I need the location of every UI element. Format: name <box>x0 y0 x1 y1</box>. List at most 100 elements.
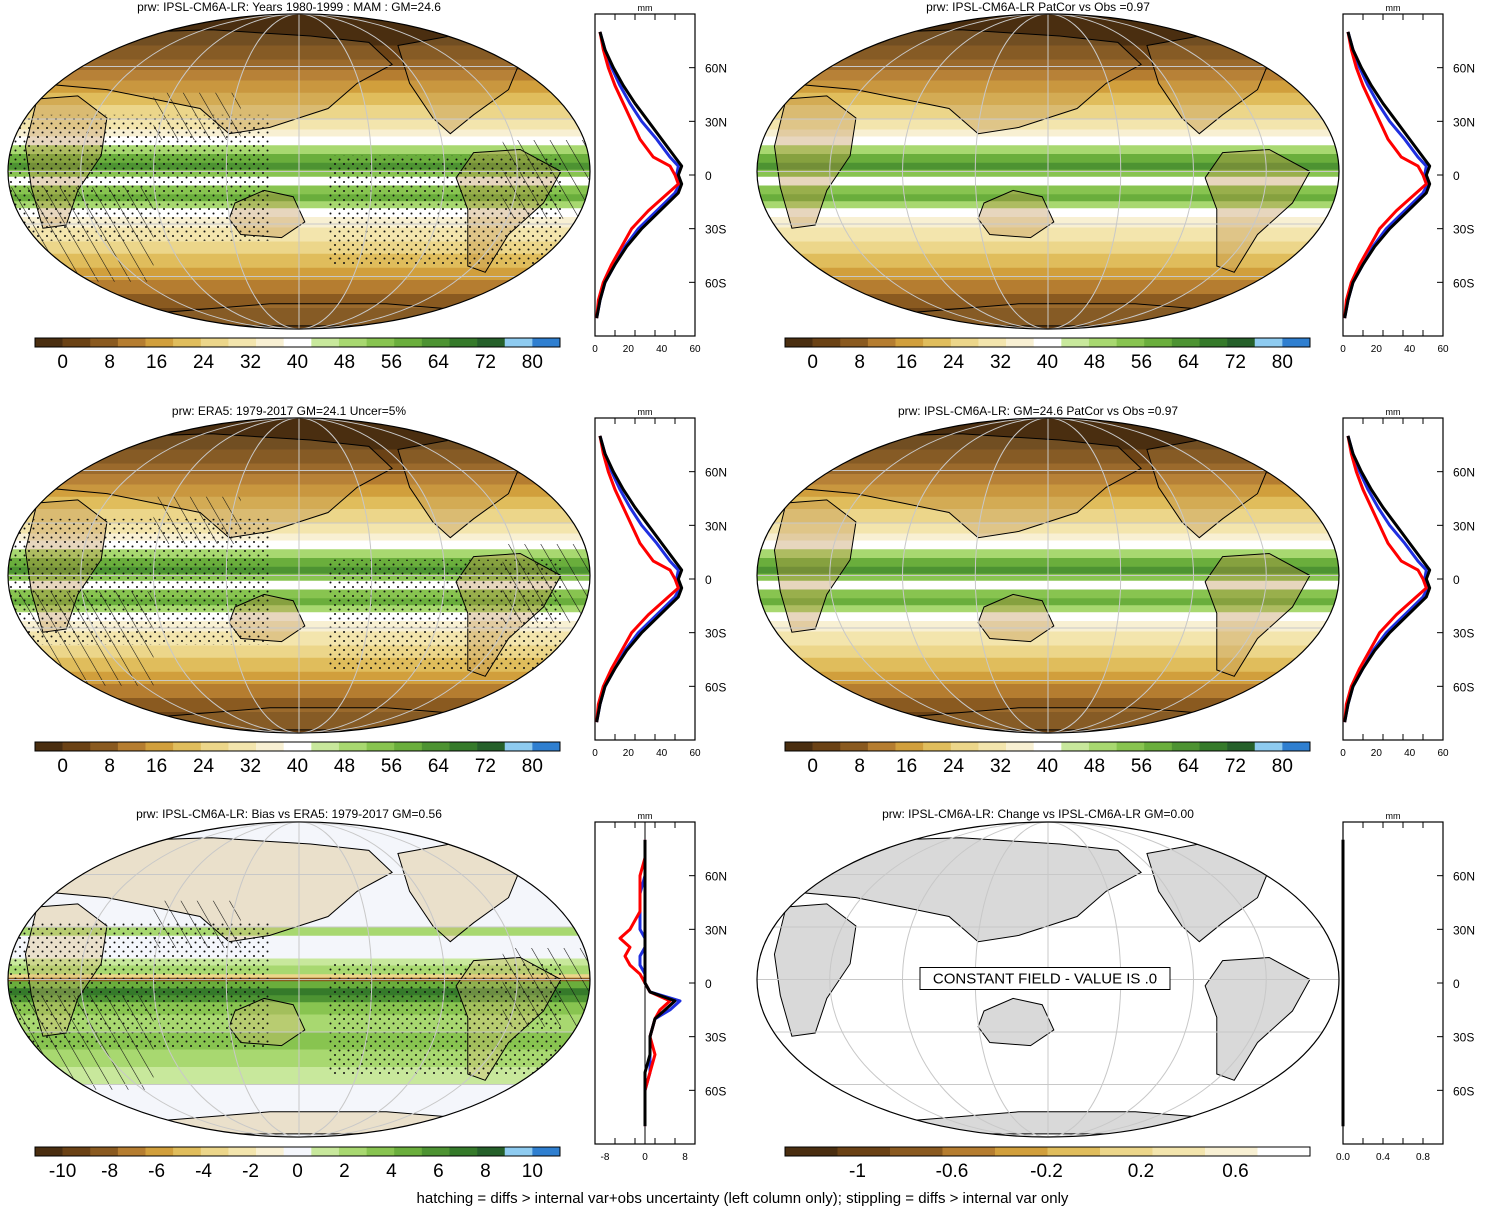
colorbar-label: 16 <box>146 756 167 777</box>
colorbar-swatch <box>812 742 841 751</box>
colorbar-swatch <box>228 338 257 347</box>
colorbar-label: 48 <box>1084 756 1105 777</box>
map-outline <box>756 13 1340 330</box>
colorbar-swatch <box>895 742 924 751</box>
colorbar-frame <box>784 337 1311 348</box>
zonal-series-3 <box>643 839 677 1127</box>
colorbar-label: 8 <box>854 756 865 777</box>
graticule-lon <box>298 13 518 330</box>
colorbar-label: 56 <box>1131 352 1152 373</box>
colorbar-label: 48 <box>334 756 355 777</box>
zonal-unit: mm <box>638 3 653 13</box>
graticule-lon <box>80 821 300 1138</box>
colorbar-swatch <box>256 1147 284 1156</box>
map-panel-6: CONSTANT FIELD - VALUE IS .0 <box>756 821 1340 1138</box>
colorbar-label: 8 <box>104 756 115 777</box>
colorbar-swatch <box>950 338 979 347</box>
colorbar-swatch <box>1061 338 1090 347</box>
zonal-x-label: 40 <box>656 344 668 355</box>
zonal-unit: mm <box>1386 811 1401 821</box>
zonal-mean-plot-4: mm 60N 30N 0 30S 60S 0 20 40 60 <box>1340 407 1475 759</box>
hatching <box>153 900 241 948</box>
colorbar-label: -1 <box>849 1161 866 1182</box>
colorbar-label: 24 <box>943 352 965 373</box>
zonal-lat-label: 60N <box>1453 62 1475 76</box>
colorbar-swatch <box>785 338 813 347</box>
colorbar-swatch <box>394 338 423 347</box>
colorbar-label: 64 <box>428 352 450 373</box>
colorbar-label: 0 <box>807 352 818 373</box>
hatching <box>153 496 241 544</box>
colorbar-swatch <box>256 742 284 751</box>
colorbar-swatch <box>1257 1147 1311 1156</box>
zonal-lat-label: 0 <box>1453 977 1460 991</box>
colorbar-swatch <box>1171 338 1200 347</box>
colorbar-swatch <box>890 1147 943 1156</box>
graticule-lon <box>225 821 300 1138</box>
colorbar-swatch <box>145 742 174 751</box>
map-outline <box>7 417 591 734</box>
colorbar-swatch <box>1171 742 1200 751</box>
colorbar-swatch <box>1116 742 1145 751</box>
colorbar-label: 56 <box>381 756 402 777</box>
zonal-lat-label: 0 <box>705 169 712 183</box>
colorbar-swatch <box>200 1147 229 1156</box>
coastline-4 <box>1204 148 1311 273</box>
zonal-x-label: 60 <box>689 748 701 759</box>
zonal-mean-plot-1: mm 60N 30N 0 30S 60S 0 20 40 60 <box>592 3 727 355</box>
zonal-lat-label: 0 <box>1453 169 1460 183</box>
colorbar-label: 10 <box>522 1161 543 1182</box>
zonal-series-1 <box>595 31 680 319</box>
panel-title-3: prw: ERA5: 1979-2017 GM=24.1 Uncer=5% <box>172 404 406 418</box>
colorbar-swatch <box>117 1147 146 1156</box>
colorbar-swatch <box>35 1147 63 1156</box>
colorbar-swatch <box>532 1147 561 1156</box>
colorbar-frame <box>784 741 1311 752</box>
zonal-unit: mm <box>1386 3 1401 13</box>
colorbar-swatch <box>867 742 896 751</box>
zonal-mean-plot-2: mm 60N 30N 0 30S 60S 0 20 40 60 <box>1340 3 1475 355</box>
zonal-x-label: 60 <box>1437 344 1449 355</box>
colorbar-swatch <box>449 1147 478 1156</box>
hatching <box>8 591 154 686</box>
coastline-2 <box>977 189 1055 239</box>
colorbar-swatch <box>283 742 312 751</box>
zonal-x-label: 0.8 <box>1416 1152 1430 1163</box>
zonal-x-label: 20 <box>1371 344 1383 355</box>
colorbar-label: 24 <box>193 352 215 373</box>
zonal-lat-label: 60N <box>1453 870 1475 884</box>
colorbar-swatch <box>311 338 340 347</box>
colorbar-swatch <box>338 1147 367 1156</box>
zonal-series-1 <box>1343 435 1428 723</box>
colorbar-swatch <box>785 742 813 751</box>
map-outline <box>7 821 591 1138</box>
colorbar-swatch <box>173 1147 202 1156</box>
colorbar-label: 32 <box>240 756 261 777</box>
colorbar-label: 32 <box>990 352 1011 373</box>
graticule-lon <box>902 13 1049 329</box>
map-panel-2 <box>756 13 1340 330</box>
colorbar-swatch <box>256 338 284 347</box>
zonal-x-label: 0.4 <box>1376 1152 1390 1163</box>
land-4 <box>1204 956 1311 1081</box>
graticule-lon <box>225 13 300 330</box>
colorbar-label: 80 <box>1272 352 1293 373</box>
zonal-x-label: 0 <box>1340 748 1346 759</box>
zonal-lat-label: 0 <box>1453 573 1460 587</box>
zonal-mean-plot-3: mm 60N 30N 0 30S 60S 0 20 40 60 <box>592 407 727 759</box>
coastline-0 <box>773 499 857 633</box>
colorbar-swatch <box>366 338 395 347</box>
colorbar-swatch <box>338 742 367 751</box>
map-outline <box>756 417 1340 734</box>
colorbar-swatch <box>812 338 841 347</box>
colorbar-swatch <box>90 338 119 347</box>
zonal-lat-label: 60S <box>1453 276 1474 290</box>
colorbar-swatch <box>1254 338 1283 347</box>
zonal-series-3 <box>595 435 684 723</box>
zonal-x-label: 20 <box>1371 748 1383 759</box>
zonal-lat-label: 30S <box>705 627 726 641</box>
colorbar-swatch <box>867 338 896 347</box>
zonal-series-3 <box>1343 435 1432 723</box>
colorbar-swatch <box>173 742 202 751</box>
colorbar-swatch <box>62 338 91 347</box>
